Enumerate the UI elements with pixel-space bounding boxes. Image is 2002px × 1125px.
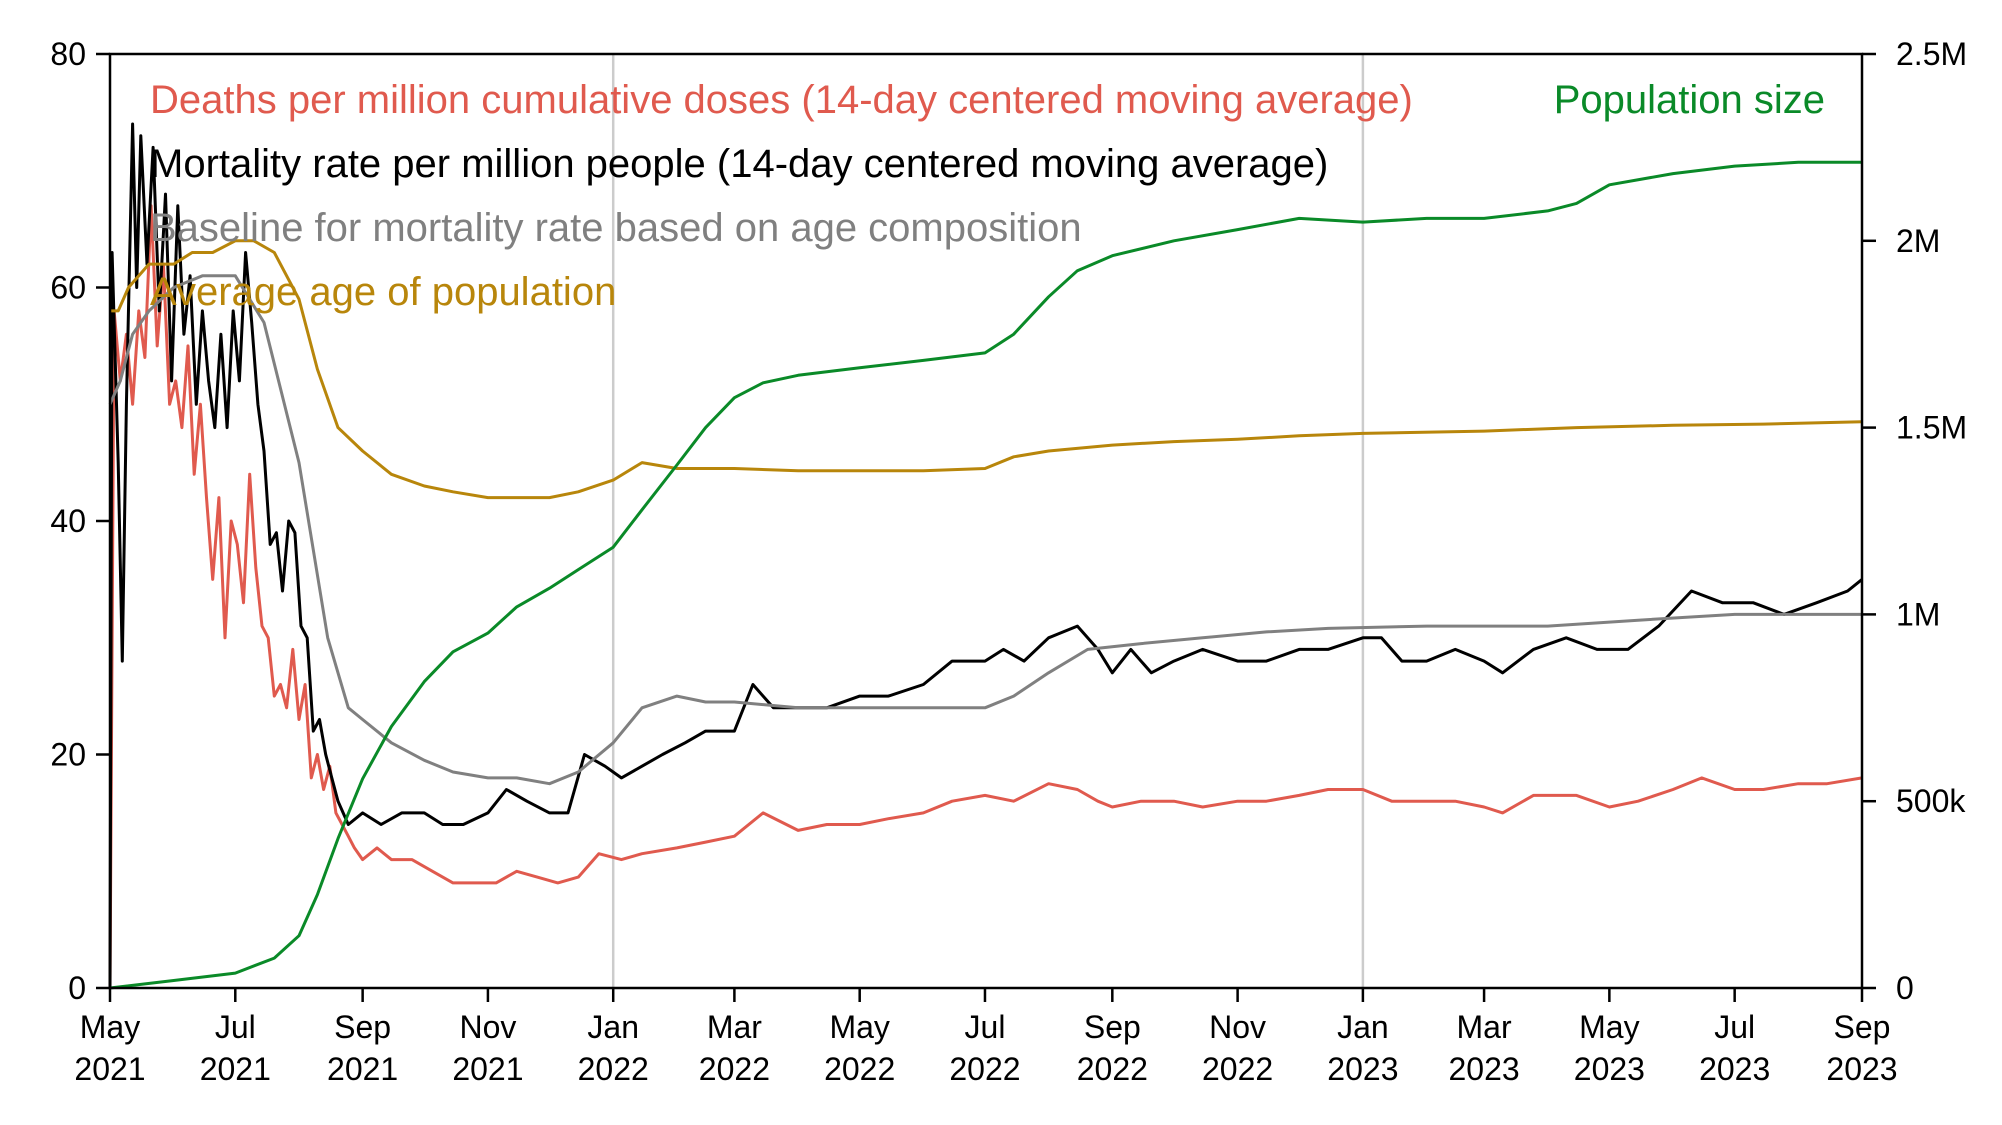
left-tick-label-4: 80	[50, 36, 86, 72]
x-tick-label-9: Nov 2022	[1202, 1009, 1273, 1087]
x-tick-label-11: Mar 2023	[1448, 1009, 1519, 1087]
series-line-2	[108, 274, 1862, 786]
legend-average-age: Average age of population	[150, 270, 616, 314]
legend-deaths-per-dose: Deaths per million cumulative doses (14-…	[150, 78, 1413, 122]
x-tick-label-0: May 2021	[74, 1009, 145, 1087]
series-line-0	[108, 204, 1863, 989]
gridlines	[611, 54, 1365, 988]
x-tick-label-6: May 2022	[824, 1009, 895, 1087]
right-tick-label-4: 2M	[1896, 223, 1940, 259]
right-tick-label-5: 2.5M	[1896, 36, 1967, 72]
series-line-1	[108, 122, 1863, 989]
right-tick-label-3: 1.5M	[1896, 410, 1967, 446]
left-tick-label-1: 20	[50, 737, 86, 773]
left-tick-label-0: 0	[68, 970, 86, 1006]
x-tick-label-1: Jul 2021	[200, 1009, 271, 1087]
x-tick-label-3: Nov 2021	[452, 1009, 523, 1087]
x-tick-label-14: Sep 2023	[1826, 1009, 1897, 1087]
series-line-4	[109, 160, 1862, 990]
legend-baseline: Baseline for mortality rate based on age…	[150, 206, 1082, 250]
legend: Deaths per million cumulative doses (14-…	[150, 78, 1825, 314]
x-tick-label-8: Sep 2022	[1077, 1009, 1148, 1087]
x-tick-label-10: Jan 2023	[1327, 1009, 1398, 1087]
right-tick-label-0: 0	[1896, 970, 1914, 1006]
x-tick-label-12: May 2023	[1574, 1009, 1645, 1087]
right-tick-label-2: 1M	[1896, 596, 1940, 632]
x-tick-label-13: Jul 2023	[1699, 1009, 1770, 1087]
x-tick-label-2: Sep 2021	[327, 1009, 398, 1087]
x-axis: May 2021 Jul 2021 Sep 2021 Nov 2021 Jan 2022 Mar 20…	[74, 988, 1898, 1087]
x-tick-label-5: Mar 2022	[699, 1009, 770, 1087]
left-tick-label-3: 60	[50, 270, 86, 306]
left-tick-label-2: 40	[50, 503, 86, 539]
x-tick-label-4: Jan 2022	[578, 1009, 649, 1087]
right-y-axis: 0 500k 1M 1.5M 2M 2.5M	[1862, 36, 1967, 1006]
x-tick-label-7: Jul 2022	[949, 1009, 1020, 1087]
series-lines	[108, 122, 1863, 990]
series-line-3	[110, 239, 1863, 500]
left-y-axis: 0 20 40 60 80	[50, 36, 110, 1006]
legend-mortality-rate: Mortality rate per million people (14-da…	[150, 142, 1328, 186]
right-tick-label-1: 500k	[1896, 783, 1966, 819]
plot-frame	[108, 52, 1864, 990]
legend-population-size: Population size	[1554, 78, 1825, 122]
